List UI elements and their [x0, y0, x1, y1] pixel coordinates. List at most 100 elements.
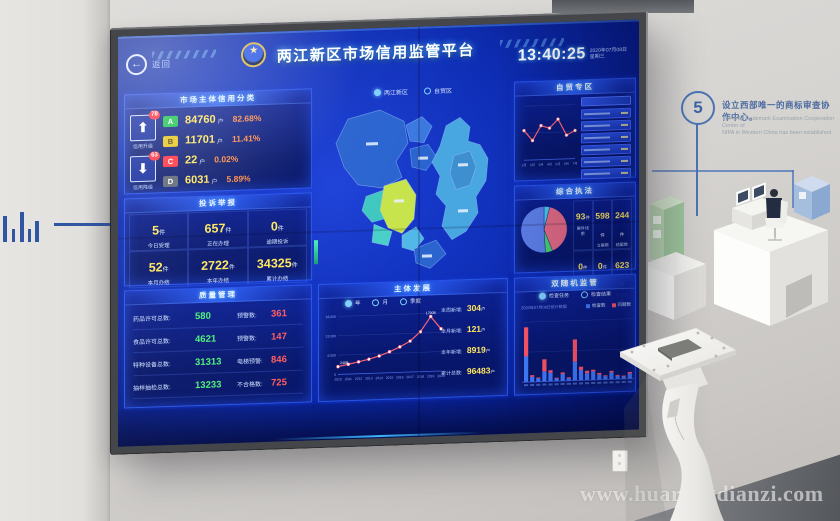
radio-icon	[373, 88, 381, 96]
header-topline	[118, 19, 639, 39]
map-region-east-inner[interactable]	[449, 150, 477, 190]
credit-upgrade-button[interactable]: ⬆ 78	[130, 110, 160, 142]
map-region-s-blue[interactable]	[401, 226, 425, 252]
stats-caption: 2020年07月08日统计数据	[521, 303, 567, 311]
page-title: 两江新区市场信用监管平台	[276, 41, 475, 66]
svg-text:2020: 2020	[437, 374, 444, 378]
svg-text:12,000: 12,000	[326, 334, 336, 338]
ftz-list-row[interactable]	[581, 107, 631, 119]
tab-check-tasks[interactable]: 检查任务	[538, 292, 569, 300]
upgrade-count-badge: 78	[149, 110, 160, 120]
stat-label: 累计办结	[266, 276, 289, 283]
complaint-stat: 52件 本月办结	[129, 249, 189, 289]
radio-icon	[372, 298, 380, 306]
clock: 13:40:25 2020年07月08日 星期三	[518, 44, 627, 66]
stat-value: 0	[270, 219, 278, 234]
tab-liangjiang[interactable]: 两江新区	[373, 85, 408, 98]
development-stat: 本月新增: 121户	[441, 323, 486, 336]
district-map	[314, 96, 508, 280]
ftz-list-header	[581, 95, 631, 107]
enforcement-stat: 93件 案件线索	[573, 199, 593, 251]
svg-text:2010: 2010	[334, 377, 341, 381]
svg-text:4月: 4月	[547, 162, 552, 166]
map-region-nw[interactable]	[335, 109, 409, 189]
stat-label: 本年办结	[206, 278, 229, 285]
svg-text:5月: 5月	[556, 162, 561, 166]
legend-issues[interactable]: 问题数	[611, 302, 631, 309]
wall-timeline-line-corner	[792, 170, 794, 208]
panel-entity-development: 主体发展 年 月 季度 0 6,000 12,000 18,000 2010 2011 20…	[318, 277, 508, 403]
credit-downgrade-button[interactable]: ⬇ 63	[130, 151, 160, 183]
stat-label: 本月办结	[147, 280, 170, 287]
svg-text:2017: 2017	[406, 375, 413, 379]
radio-icon	[424, 86, 431, 95]
clock-weekday: 星期三	[589, 53, 605, 61]
tab-ftz[interactable]: 自贸区	[424, 84, 452, 97]
ftz-list-row[interactable]	[581, 143, 631, 155]
dashboard: ← 返回 两江新区市场信用监管平台 13:40:25 2020年07月08日 星…	[118, 19, 639, 447]
milestone-subtitle: The only Trademark Examination Cooperati…	[722, 116, 835, 136]
wall-isometric-illustration	[644, 176, 830, 326]
downgrade-count-badge: 63	[149, 151, 160, 161]
milestone-stem-line	[696, 124, 698, 216]
ftz-ranking-list	[581, 95, 631, 182]
development-stat: 本周新增: 304户	[441, 302, 486, 315]
development-stat: 本年新增: 8919户	[441, 344, 491, 357]
stat-value: 2722	[201, 258, 229, 273]
platform-emblem-icon	[241, 41, 267, 68]
stat-value: 657	[204, 221, 226, 236]
credit-grade-row[interactable]: D 6031 户 5.89%	[163, 167, 305, 192]
svg-text:2011: 2011	[345, 377, 352, 381]
led-wall-display: ← 返回 两江新区市场信用监管平台 13:40:25 2020年07月08日 星…	[110, 10, 648, 455]
complaint-stat: 5件 今日受理	[129, 212, 189, 252]
complaint-stat: 34325件 累计办结	[247, 245, 307, 285]
svg-text:17008: 17008	[426, 311, 436, 315]
svg-text:2408: 2408	[340, 361, 348, 365]
clock-time: 13:40:25	[517, 45, 586, 65]
map-region-south[interactable]	[413, 239, 447, 269]
legend-year[interactable]: 年	[344, 299, 360, 308]
power-outlet	[612, 450, 628, 472]
wall-waveform-decoration	[3, 206, 49, 246]
legend-swatch-icon	[586, 304, 590, 309]
complaint-stat: 0件 逾期投诉	[247, 208, 307, 248]
ftz-list-row[interactable]	[581, 119, 631, 131]
ftz-list-row[interactable]	[581, 167, 631, 179]
enforcement-stat: 244件 结案数	[612, 198, 632, 250]
panel-ftz: 自贸专区 1月 2月 3月 4月 5月 6月 7月	[514, 77, 636, 182]
ftz-list-row[interactable]	[581, 131, 631, 143]
legend-month[interactable]: 月	[372, 298, 388, 307]
ceiling-rail	[552, 0, 694, 13]
svg-text:2月: 2月	[530, 163, 535, 167]
left-wall	[0, 0, 110, 521]
grade-c-badge: C	[163, 155, 178, 167]
svg-text:18,000: 18,000	[326, 315, 336, 319]
legend-swatch-icon	[611, 303, 616, 308]
stat-value: 52	[148, 260, 163, 275]
svg-text:1月: 1月	[522, 163, 527, 167]
legend-checks[interactable]: 检查数	[586, 303, 606, 310]
svg-text:2016: 2016	[396, 375, 403, 379]
svg-text:2012: 2012	[355, 377, 362, 381]
panel-enforcement: 综合执法 93件案件线索598件立案数244件结案数0件移送公安0件移送司法62…	[514, 181, 636, 307]
tab-check-results[interactable]: 检查结果	[581, 290, 611, 299]
kiosk-stand	[619, 327, 737, 521]
legend-quarter[interactable]: 季度	[400, 297, 421, 306]
map-region-highlight[interactable]	[379, 178, 417, 234]
map-region-s-teal[interactable]	[371, 223, 393, 247]
panel-complaints: 投诉举报 5件 今日受理 657件 正在办理 0件 逾期投诉 52件 本月办结 2722件 本年办…	[124, 192, 312, 289]
radio-icon	[400, 297, 407, 305]
district-map-svg	[335, 109, 489, 269]
svg-text:2018: 2018	[417, 375, 424, 379]
wall-timeline-line	[652, 170, 794, 172]
grade-a-badge: A	[163, 115, 178, 127]
complaint-stat: 2722件 本年办结	[188, 247, 248, 287]
svg-text:2014: 2014	[376, 376, 383, 380]
random-check-bar-chart	[522, 318, 634, 387]
bar-chart-legend: 检查数 问题数	[586, 302, 631, 309]
ftz-list-row[interactable]	[581, 155, 631, 167]
enforcement-stat: 598件 立案数	[592, 199, 613, 250]
map-region-n[interactable]	[405, 116, 433, 143]
wall-line-decoration	[54, 223, 110, 226]
